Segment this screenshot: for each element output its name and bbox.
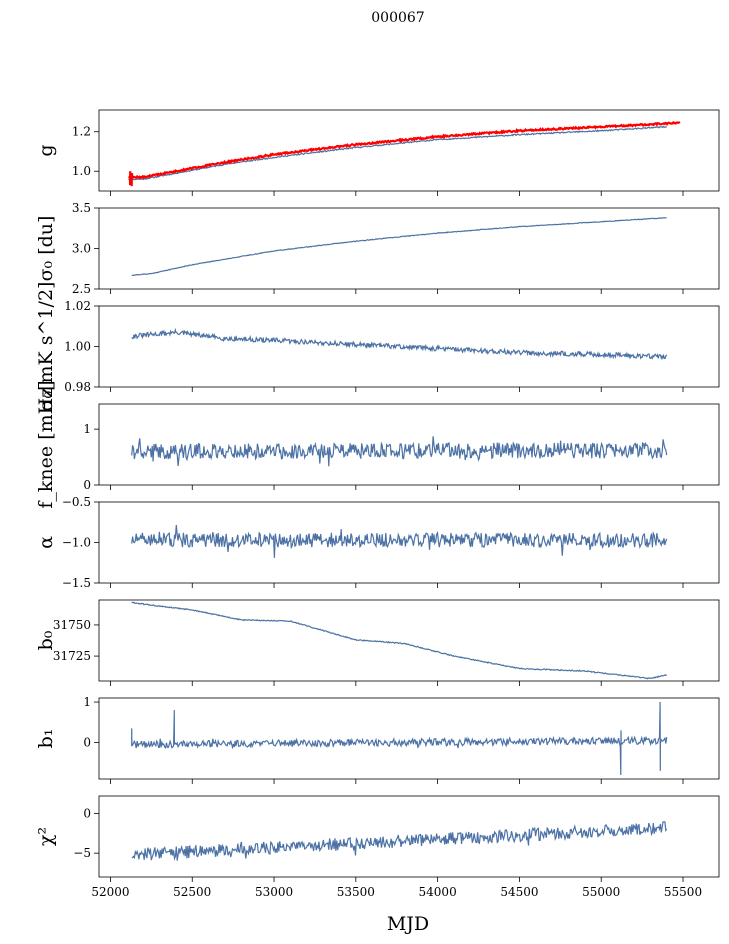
y-tick-label: −1.5 [62, 576, 91, 590]
series-line-chi2-0 [131, 821, 668, 861]
x-tick-label: 54000 [419, 885, 457, 899]
y-tick-label: −1.0 [62, 536, 91, 550]
panel-alpha: −1.5 −1.0 −0.5 α [35, 495, 720, 590]
x-axis-label: MJD [387, 913, 429, 935]
series-line-b1-0 [131, 701, 668, 776]
series-line-g-1 [128, 121, 681, 187]
y-tick-label: 3.0 [72, 242, 91, 256]
axes-frame [98, 109, 720, 192]
y-axis-label-fknee: f_knee [mHz] [35, 380, 57, 508]
y-axis-label-sigma0mk: σ₀[mK s^1/2] [35, 282, 57, 412]
panel-sigma0du: 2.5 3.0 3.5 σ₀ [du] [35, 201, 720, 296]
series-line-sigma0mk-0 [131, 327, 668, 361]
axes-frame [98, 795, 720, 878]
series-line-b0-0 [131, 601, 668, 680]
panel-fknee: 0 1 f_knee [mHz] [35, 380, 720, 509]
panels: 1.0 1.2 g 2.5 3.0 3.5 σ₀ [du] 0.98 1.00 1.02 σ₀[mK… [35, 109, 720, 899]
x-tick-label: 53500 [337, 885, 375, 899]
y-axis-label-sigma0du: σ₀ [du] [35, 216, 57, 282]
y-tick-label: −0.5 [62, 495, 91, 509]
axes-frame [98, 403, 720, 486]
y-axis-label-g: g [35, 144, 57, 156]
y-tick-label: 1.0 [72, 164, 91, 178]
y-tick-label: 0 [83, 806, 91, 820]
x-tick-label: 55500 [664, 885, 702, 899]
y-tick-label: 0 [83, 736, 91, 750]
y-tick-label: 1 [83, 695, 91, 709]
y-tick-label: 31750 [53, 618, 91, 632]
y-tick-label: 2.5 [72, 282, 91, 296]
y-tick-label: 1.02 [64, 299, 91, 313]
panel-g: 1.0 1.2 g [35, 109, 720, 196]
x-tick-label: 53000 [255, 885, 293, 899]
panel-sigma0mk: 0.98 1.00 1.02 σ₀[mK s^1/2] [35, 282, 720, 412]
y-axis-label-b1: b₁ [35, 729, 57, 749]
series-line-fknee-0 [131, 436, 668, 467]
y-tick-label: 1 [83, 422, 91, 436]
x-tick-label: 55000 [582, 885, 620, 899]
y-axis-label-chi2: χ² [35, 827, 57, 846]
y-tick-label: 0.98 [64, 380, 91, 394]
x-tick-label: 54500 [500, 885, 538, 899]
y-tick-label: 31725 [53, 649, 91, 663]
x-tick-label: 52500 [173, 885, 211, 899]
x-tick-label: 52000 [91, 885, 129, 899]
axes-frame [98, 697, 720, 780]
series-line-alpha-0 [131, 524, 668, 558]
y-axis-label-alpha: α [35, 536, 57, 549]
y-axis-label-b0: b₀ [35, 630, 57, 650]
y-tick-label: 1.2 [72, 125, 91, 139]
y-tick-label: 1.00 [64, 340, 91, 354]
series-line-g-0 [128, 125, 668, 181]
y-tick-label: 0 [83, 478, 91, 492]
y-tick-label: −5 [73, 846, 91, 860]
series-line-sigma0du-0 [131, 217, 667, 276]
suptitle: 000067 [371, 10, 424, 26]
panel-chi2: −5 0 52000 52500 53000 53500 54000 54500 55000 55… [35, 795, 720, 899]
axes-frame [98, 599, 720, 682]
panel-b1: 0 1 b₁ [35, 695, 720, 784]
y-tick-label: 3.5 [72, 201, 91, 215]
